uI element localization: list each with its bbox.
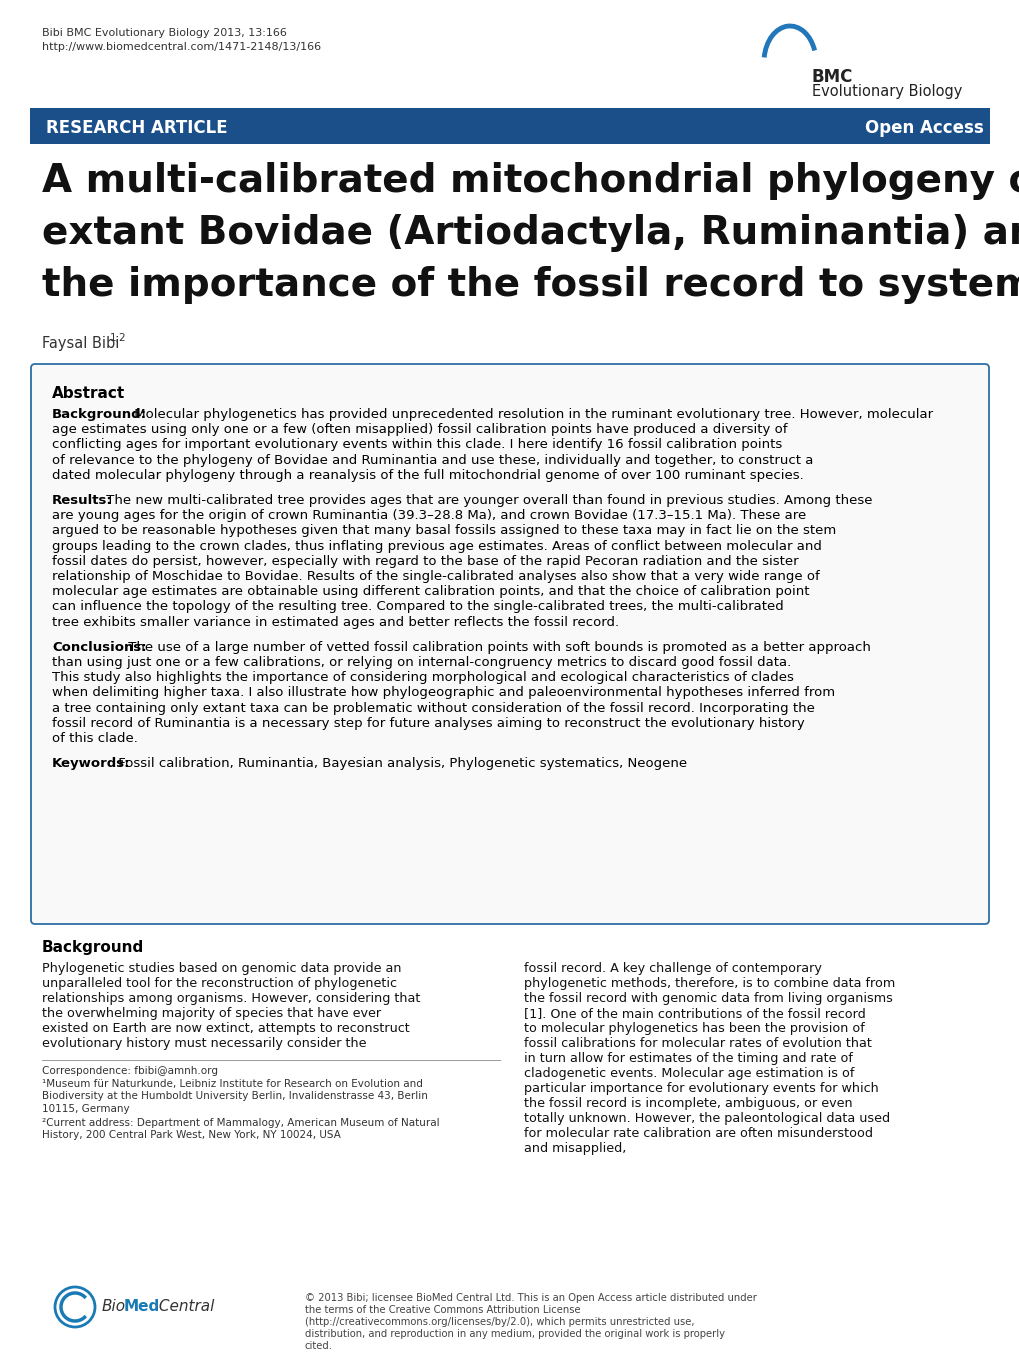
Text: The use of a large number of vetted fossil calibration points with soft bounds i: The use of a large number of vetted foss…: [124, 641, 870, 654]
Text: Evolutionary Biology: Evolutionary Biology: [811, 84, 962, 99]
Text: Central: Central: [154, 1299, 214, 1314]
Text: fossil record. A key challenge of contemporary: fossil record. A key challenge of contem…: [524, 962, 821, 974]
Text: particular importance for evolutionary events for which: particular importance for evolutionary e…: [524, 1082, 878, 1095]
Text: extant Bovidae (Artiodactyla, Ruminantia) and: extant Bovidae (Artiodactyla, Ruminantia…: [42, 213, 1019, 251]
Text: Keywords:: Keywords:: [52, 757, 130, 771]
Text: Biodiversity at the Humboldt University Berlin, Invalidenstrasse 43, Berlin: Biodiversity at the Humboldt University …: [42, 1091, 427, 1101]
Text: Molecular phylogenetics has provided unprecedented resolution in the ruminant ev: Molecular phylogenetics has provided unp…: [129, 408, 932, 421]
Text: [1]. One of the main contributions of the fossil record: [1]. One of the main contributions of th…: [524, 1007, 865, 1021]
Text: relationship of Moschidae to Bovidae. Results of the single-calibrated analyses : relationship of Moschidae to Bovidae. Re…: [52, 569, 819, 583]
Text: 1,2: 1,2: [110, 333, 126, 342]
Text: relationships among organisms. However, considering that: relationships among organisms. However, …: [42, 992, 420, 1006]
Text: the terms of the Creative Commons Attribution License: the terms of the Creative Commons Attrib…: [305, 1305, 580, 1316]
Text: can influence the topology of the resulting tree. Compared to the single-calibra: can influence the topology of the result…: [52, 601, 783, 613]
Text: A multi-calibrated mitochondrial phylogeny of: A multi-calibrated mitochondrial phyloge…: [42, 162, 1019, 200]
Text: existed on Earth are now extinct, attempts to reconstruct: existed on Earth are now extinct, attemp…: [42, 1022, 410, 1036]
Text: RESEARCH ARTICLE: RESEARCH ARTICLE: [46, 120, 227, 137]
Text: the fossil record is incomplete, ambiguous, or even: the fossil record is incomplete, ambiguo…: [524, 1097, 852, 1110]
Text: ¹Museum für Naturkunde, Leibniz Institute for Research on Evolution and: ¹Museum für Naturkunde, Leibniz Institut…: [42, 1079, 423, 1089]
Text: tree exhibits smaller variance in estimated ages and better reflects the fossil : tree exhibits smaller variance in estima…: [52, 616, 619, 629]
Text: Abstract: Abstract: [52, 386, 125, 401]
Text: molecular age estimates are obtainable using different calibration points, and t: molecular age estimates are obtainable u…: [52, 586, 809, 598]
Text: totally unknown. However, the paleontological data used: totally unknown. However, the paleontolo…: [524, 1112, 890, 1125]
Text: Correspondence: fbibi@amnh.org: Correspondence: fbibi@amnh.org: [42, 1065, 218, 1076]
Text: cladogenetic events. Molecular age estimation is of: cladogenetic events. Molecular age estim…: [524, 1067, 854, 1080]
Text: (http://creativecommons.org/licenses/by/2.0), which permits unrestricted use,: (http://creativecommons.org/licenses/by/…: [305, 1317, 694, 1326]
Text: in turn allow for estimates of the timing and rate of: in turn allow for estimates of the timin…: [524, 1052, 852, 1065]
Text: Bio: Bio: [102, 1299, 126, 1314]
Text: phylogenetic methods, therefore, is to combine data from: phylogenetic methods, therefore, is to c…: [524, 977, 895, 989]
Text: This study also highlights the importance of considering morphological and ecolo: This study also highlights the importanc…: [52, 671, 793, 684]
Text: age estimates using only one or a few (often misapplied) fossil calibration poin: age estimates using only one or a few (o…: [52, 423, 787, 436]
Text: and misapplied,: and misapplied,: [524, 1142, 626, 1155]
Text: cited.: cited.: [305, 1341, 332, 1351]
Text: BMC: BMC: [811, 68, 853, 86]
Text: conflicting ages for important evolutionary events within this clade. I here ide: conflicting ages for important evolution…: [52, 439, 782, 451]
Text: 10115, Germany: 10115, Germany: [42, 1104, 129, 1113]
Text: when delimiting higher taxa. I also illustrate how phylogeographic and paleoenvi: when delimiting higher taxa. I also illu…: [52, 686, 835, 700]
Text: Open Access: Open Access: [864, 120, 983, 137]
Text: fossil record of Ruminantia is a necessary step for future analyses aiming to re: fossil record of Ruminantia is a necessa…: [52, 716, 804, 730]
Text: argued to be reasonable hypotheses given that many basal fossils assigned to the: argued to be reasonable hypotheses given…: [52, 525, 836, 537]
Text: distribution, and reproduction in any medium, provided the original work is prop: distribution, and reproduction in any me…: [305, 1329, 725, 1339]
Text: The new multi-calibrated tree provides ages that are younger overall than found : The new multi-calibrated tree provides a…: [102, 495, 871, 507]
Text: fossil calibrations for molecular rates of evolution that: fossil calibrations for molecular rates …: [524, 1037, 871, 1051]
Text: History, 200 Central Park West, New York, NY 10024, USA: History, 200 Central Park West, New York…: [42, 1131, 340, 1140]
Text: Bibi BMC Evolutionary Biology 2013, 13:166: Bibi BMC Evolutionary Biology 2013, 13:1…: [42, 29, 286, 38]
Text: of this clade.: of this clade.: [52, 733, 138, 745]
Text: ²Current address: Department of Mammalogy, American Museum of Natural: ²Current address: Department of Mammalog…: [42, 1118, 439, 1128]
Text: of relevance to the phylogeny of Bovidae and Ruminantia and use these, individua: of relevance to the phylogeny of Bovidae…: [52, 454, 812, 466]
Text: Conclusions:: Conclusions:: [52, 641, 147, 654]
Text: © 2013 Bibi; licensee BioMed Central Ltd. This is an Open Access article distrib: © 2013 Bibi; licensee BioMed Central Ltd…: [305, 1292, 756, 1303]
Text: Background: Background: [42, 940, 144, 955]
FancyBboxPatch shape: [31, 364, 988, 924]
Text: unparalleled tool for the reconstruction of phylogenetic: unparalleled tool for the reconstruction…: [42, 977, 396, 989]
Text: for molecular rate calibration are often misunderstood: for molecular rate calibration are often…: [524, 1127, 872, 1140]
Text: dated molecular phylogeny through a reanalysis of the full mitochondrial genome : dated molecular phylogeny through a rean…: [52, 469, 803, 482]
Text: http://www.biomedcentral.com/1471-2148/13/166: http://www.biomedcentral.com/1471-2148/1…: [42, 42, 321, 52]
Text: Med: Med: [124, 1299, 160, 1314]
Text: fossil dates do persist, however, especially with regard to the base of the rapi: fossil dates do persist, however, especi…: [52, 554, 798, 568]
Text: Background:: Background:: [52, 408, 147, 421]
Text: a tree containing only extant taxa can be problematic without consideration of t: a tree containing only extant taxa can b…: [52, 701, 814, 715]
Text: the overwhelming majority of species that have ever: the overwhelming majority of species tha…: [42, 1007, 381, 1021]
Text: the fossil record with genomic data from living organisms: the fossil record with genomic data from…: [524, 992, 892, 1006]
Text: Faysal Bibi: Faysal Bibi: [42, 336, 119, 351]
Text: Fossil calibration, Ruminantia, Bayesian analysis, Phylogenetic systematics, Neo: Fossil calibration, Ruminantia, Bayesian…: [114, 757, 687, 771]
Text: evolutionary history must necessarily consider the: evolutionary history must necessarily co…: [42, 1037, 366, 1051]
Text: than using just one or a few calibrations, or relying on internal-congruency met: than using just one or a few calibration…: [52, 656, 791, 669]
FancyBboxPatch shape: [30, 107, 989, 144]
Text: are young ages for the origin of crown Ruminantia (39.3–28.8 Ma), and crown Bovi: are young ages for the origin of crown R…: [52, 510, 805, 522]
Text: groups leading to the crown clades, thus inflating previous age estimates. Areas: groups leading to the crown clades, thus…: [52, 540, 821, 553]
Text: Results:: Results:: [52, 495, 113, 507]
Text: to molecular phylogenetics has been the provision of: to molecular phylogenetics has been the …: [524, 1022, 864, 1036]
Text: Phylogenetic studies based on genomic data provide an: Phylogenetic studies based on genomic da…: [42, 962, 401, 974]
Text: the importance of the fossil record to systematics: the importance of the fossil record to s…: [42, 266, 1019, 304]
